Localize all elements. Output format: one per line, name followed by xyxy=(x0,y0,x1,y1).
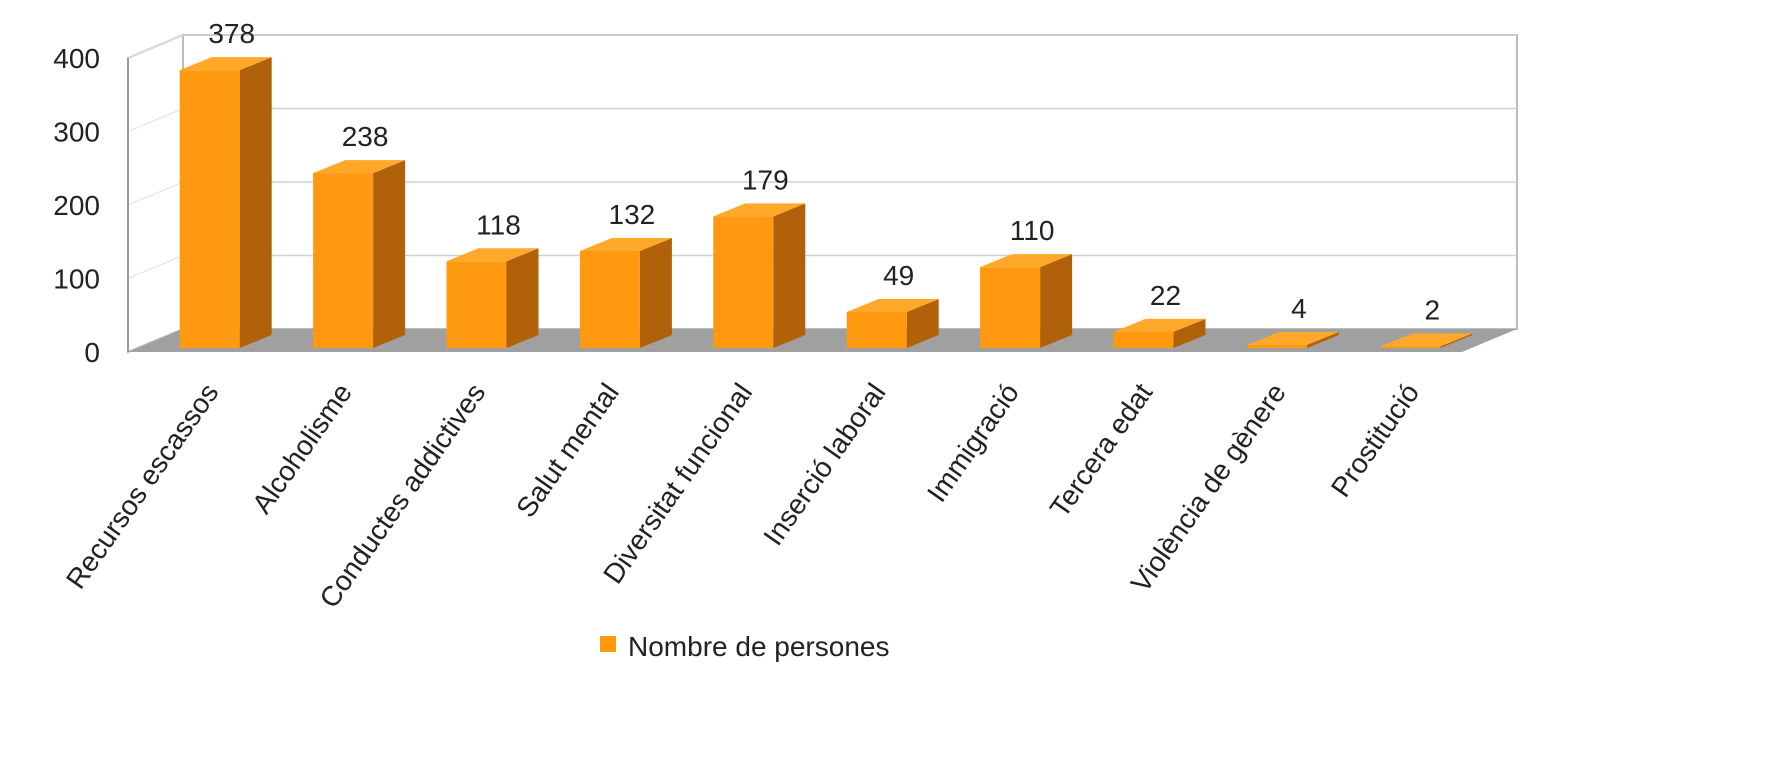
value-label: 378 xyxy=(208,18,255,49)
bar-side xyxy=(1440,333,1473,348)
bars-group xyxy=(179,57,1473,349)
bar-top xyxy=(1246,332,1339,346)
bar-top xyxy=(846,298,939,312)
value-label: 22 xyxy=(1150,280,1181,311)
bar-top xyxy=(179,57,272,71)
bar-front xyxy=(980,267,1041,348)
x-tick-label: Immigració xyxy=(921,378,1025,508)
value-label: 2 xyxy=(1425,295,1441,326)
bar-top xyxy=(980,254,1073,268)
bar-top xyxy=(1113,318,1206,332)
bar xyxy=(1380,333,1473,348)
bar-front xyxy=(1113,331,1174,348)
y-tick-label: 100 xyxy=(53,264,100,295)
bar-front xyxy=(846,311,907,348)
value-label: 179 xyxy=(742,164,789,195)
y-axis: 0 100 200 300 400 xyxy=(53,43,129,368)
x-tick-label: Violència de gènere xyxy=(1125,378,1292,598)
legend-swatch xyxy=(600,636,616,652)
legend: Nombre de persones xyxy=(600,631,889,662)
bar xyxy=(713,203,806,348)
value-label: 49 xyxy=(883,260,914,291)
gridline-side xyxy=(127,254,184,280)
y-tick-label: 300 xyxy=(53,117,100,148)
y-tick-label: 200 xyxy=(53,190,100,221)
value-label: 4 xyxy=(1291,293,1307,324)
bar-top xyxy=(446,248,539,262)
bar xyxy=(980,254,1073,348)
bar-front xyxy=(313,173,374,348)
x-tick-label: Inserció laboral xyxy=(757,378,891,551)
y-tick-label: 400 xyxy=(53,43,100,74)
value-label: 118 xyxy=(476,209,521,240)
chart-walls xyxy=(127,33,1518,354)
bar-side xyxy=(1173,318,1206,348)
bar xyxy=(579,237,672,348)
x-tick-label: Tercera edat xyxy=(1044,377,1159,522)
bar-side xyxy=(1306,332,1339,348)
x-tick-label: Prostitució xyxy=(1325,378,1425,503)
bar-side xyxy=(239,57,272,349)
bar xyxy=(846,298,939,348)
value-label: 238 xyxy=(342,121,389,152)
bar-front xyxy=(1380,346,1441,348)
bar-top xyxy=(713,203,806,217)
legend-label: Nombre de persones xyxy=(628,631,889,662)
bar xyxy=(1113,318,1206,348)
bar-front xyxy=(713,216,774,348)
bar xyxy=(446,248,539,348)
bar-front xyxy=(1246,345,1307,348)
bar xyxy=(313,160,406,348)
bar-front xyxy=(446,261,507,348)
gridline-side xyxy=(127,34,184,59)
bar-front xyxy=(579,250,640,348)
value-label: 132 xyxy=(609,199,656,230)
y-tick-label: 0 xyxy=(84,337,100,368)
bar-side xyxy=(906,298,939,348)
x-tick-label: Alcoholisme xyxy=(246,378,358,519)
bar-front xyxy=(179,70,240,349)
gridline-side xyxy=(127,181,184,206)
value-labels-group: 378 238 118 132 179 49 110 22 4 2 xyxy=(208,18,1440,325)
bar xyxy=(179,57,272,349)
bar-top xyxy=(313,160,406,174)
bar-side xyxy=(773,203,806,348)
x-tick-label: Recursos escassos xyxy=(60,378,225,595)
bar xyxy=(1246,332,1339,348)
bar-top xyxy=(1380,333,1473,347)
bar-side xyxy=(373,160,406,348)
bar-side xyxy=(506,248,539,348)
gridline-side xyxy=(127,107,184,133)
x-tick-label: Salut mental xyxy=(510,378,625,523)
bar-top xyxy=(579,237,672,251)
bar-side xyxy=(1040,254,1073,348)
value-label: 110 xyxy=(1010,215,1055,246)
x-tick-label: Diversitat funcional xyxy=(597,378,758,590)
bar-side xyxy=(639,237,672,348)
